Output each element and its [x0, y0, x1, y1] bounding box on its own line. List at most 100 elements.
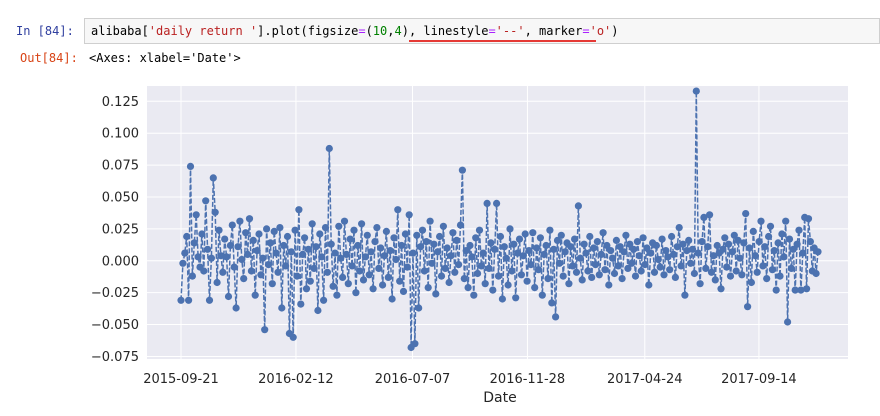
data-point — [337, 254, 345, 262]
data-point — [264, 261, 273, 269]
code-text[interactable]: alibaba['daily return '].plot(figsize=(1… — [91, 24, 619, 38]
data-point — [687, 259, 695, 267]
data-point — [770, 247, 778, 255]
data-point — [297, 300, 305, 308]
data-point — [599, 229, 607, 237]
data-point — [766, 222, 775, 230]
y-tick-label: 0.025 — [102, 222, 139, 237]
data-point — [335, 222, 343, 230]
data-point — [593, 238, 602, 246]
data-point — [367, 248, 375, 256]
data-point — [455, 261, 463, 269]
data-point — [207, 254, 215, 262]
data-point — [605, 281, 613, 289]
data-point — [639, 234, 647, 242]
data-point — [276, 224, 284, 232]
data-point — [780, 253, 788, 261]
data-point — [660, 271, 668, 279]
data-point — [458, 166, 466, 174]
data-point — [190, 239, 198, 247]
data-point — [776, 272, 784, 280]
data-point — [434, 248, 442, 256]
data-point — [342, 250, 350, 258]
data-point — [192, 211, 200, 219]
data-point — [422, 238, 430, 246]
data-point — [529, 229, 537, 237]
data-point — [555, 259, 564, 267]
data-point — [785, 235, 794, 243]
data-point — [238, 255, 246, 264]
data-point — [221, 235, 229, 243]
data-point — [673, 243, 681, 251]
data-point — [510, 240, 518, 248]
data-point — [396, 277, 404, 285]
data-point — [763, 275, 771, 283]
code-input-area[interactable]: alibaba['daily return '].plot(figsize=(1… — [84, 18, 880, 44]
data-point — [257, 271, 265, 279]
x-tick-label: 2016-02-12 — [258, 372, 334, 387]
data-point — [417, 243, 425, 251]
data-point — [308, 220, 316, 228]
x-tick-label: 2016-07-07 — [375, 372, 451, 387]
code-operator: = — [582, 24, 590, 38]
data-point — [477, 262, 485, 270]
data-point — [728, 248, 737, 256]
data-point — [696, 280, 704, 288]
data-point — [580, 240, 588, 248]
data-point — [179, 259, 187, 267]
data-point — [753, 268, 761, 276]
data-point — [230, 263, 238, 271]
data-point — [426, 217, 434, 225]
data-point — [339, 273, 347, 281]
x-tick-label: 2017-09-14 — [721, 372, 797, 387]
data-point — [622, 231, 630, 239]
data-point — [795, 226, 803, 234]
data-point — [494, 272, 503, 280]
data-point — [380, 252, 389, 260]
data-point — [586, 232, 594, 241]
data-point — [204, 245, 212, 253]
data-point — [198, 230, 206, 238]
data-point — [278, 304, 286, 312]
data-point — [645, 281, 653, 289]
data-point — [669, 250, 678, 258]
data-point — [291, 226, 299, 234]
data-point — [460, 275, 468, 283]
data-point — [534, 266, 543, 274]
code-operator: = — [488, 24, 496, 38]
data-point — [194, 253, 202, 261]
data-point — [316, 230, 324, 238]
code-number: 4 — [394, 24, 402, 38]
data-point — [734, 236, 742, 244]
data-point — [757, 217, 765, 225]
data-point — [183, 232, 191, 241]
data-point — [576, 254, 584, 262]
data-point — [205, 296, 214, 304]
data-point — [557, 231, 565, 239]
data-point — [668, 232, 676, 241]
data-point — [441, 264, 449, 272]
data-point — [352, 289, 360, 297]
data-point — [185, 296, 193, 304]
data-point — [531, 284, 539, 292]
data-point — [474, 269, 482, 278]
data-point — [812, 269, 820, 278]
data-point — [595, 271, 603, 279]
data-point — [538, 291, 546, 299]
data-point — [597, 250, 605, 258]
data-point — [797, 286, 805, 294]
data-point — [778, 230, 786, 238]
data-point — [584, 267, 592, 275]
data-point — [514, 249, 522, 257]
data-point — [571, 235, 579, 243]
data-point — [789, 245, 797, 253]
data-point — [637, 267, 645, 275]
code-token: ].plot(figsize — [257, 24, 359, 38]
data-point — [390, 234, 398, 242]
code-operator: = — [358, 24, 366, 38]
data-point — [631, 272, 640, 280]
data-point — [236, 217, 244, 225]
data-point — [369, 285, 377, 293]
data-point — [723, 263, 731, 271]
data-point — [363, 231, 371, 239]
